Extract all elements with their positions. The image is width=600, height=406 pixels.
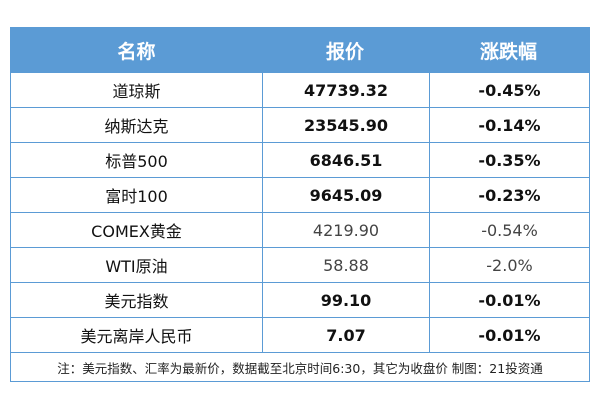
cell-price: 99.10 [262, 283, 429, 317]
cell-name: 美元离岸人民币 [80, 327, 193, 346]
cell-name: 纳斯达克 [104, 117, 169, 136]
cell-name: 标普500 [105, 152, 168, 171]
cell-name: WTI原油 [105, 257, 168, 276]
table-row: 富时100 9645.09 -0.23% [11, 177, 589, 212]
cell-price: 6846.51 [262, 143, 429, 177]
table-row: 美元指数 99.10 -0.01% [11, 282, 589, 317]
table-row: 标普500 6846.51 -0.35% [11, 142, 589, 177]
cell-price: 9645.09 [262, 178, 429, 212]
table-row: 美元离岸人民币 7.07 -0.01% [11, 317, 589, 352]
header-price: 报价 [325, 40, 364, 63]
cell-name: 美元指数 [104, 292, 169, 311]
header-change: 涨跌幅 [479, 40, 537, 63]
footnote: 注：美元指数、汇率为最新价，数据截至北京时间6:30，其它为收盘价 制图：21投… [11, 352, 589, 381]
cell-price: 23545.90 [262, 108, 429, 142]
cell-change: -0.01% [429, 318, 589, 352]
table-row: 道琼斯 47739.32 -0.45% [11, 72, 589, 107]
cell-change: -0.23% [429, 178, 589, 212]
cell-price: 4219.90 [262, 213, 429, 247]
table-row: WTI原油 58.88 -2.0% [11, 247, 589, 282]
cell-name: COMEX黄金 [91, 222, 182, 241]
cell-name: 道琼斯 [112, 82, 161, 101]
cell-price: 47739.32 [262, 73, 429, 107]
table-header: 名称 报价 涨跌幅 [11, 28, 589, 72]
cell-change: -0.01% [429, 283, 589, 317]
market-table: 名称 报价 涨跌幅 道琼斯 47739.32 -0.45% 纳斯达克 23545.… [10, 27, 590, 382]
cell-change: -0.45% [429, 73, 589, 107]
cell-name: 富时100 [105, 187, 168, 206]
header-name: 名称 [117, 40, 156, 63]
cell-price: 7.07 [262, 318, 429, 352]
table-row: COMEX黄金 4219.90 -0.54% [11, 212, 589, 247]
cell-change: -2.0% [429, 248, 589, 282]
table-row: 纳斯达克 23545.90 -0.14% [11, 107, 589, 142]
cell-change: -0.14% [429, 108, 589, 142]
cell-change: -0.35% [429, 143, 589, 177]
cell-price: 58.88 [262, 248, 429, 282]
cell-change: -0.54% [429, 213, 589, 247]
